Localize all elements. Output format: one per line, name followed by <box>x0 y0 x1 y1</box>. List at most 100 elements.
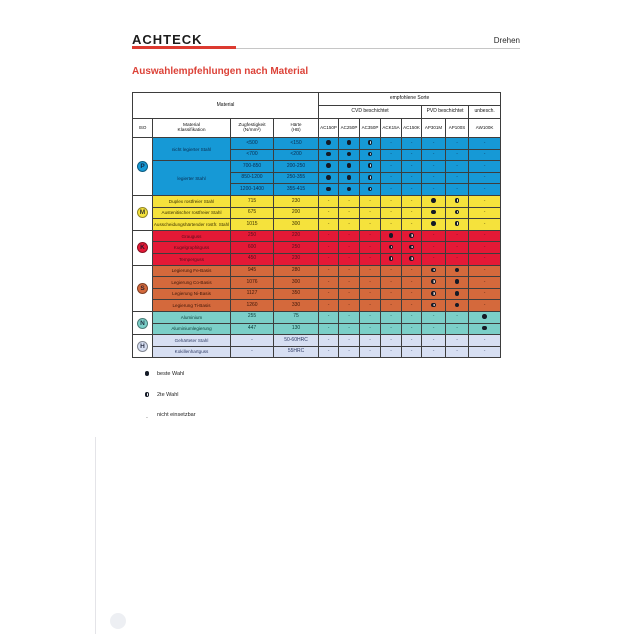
rating-none: - <box>456 232 458 239</box>
rating-cell-AC350P: - <box>359 252 382 266</box>
rating-none: - <box>390 267 392 274</box>
rating-none: - <box>327 325 330 332</box>
iso-cell-P: P <box>132 137 153 196</box>
header-zugfestigkeit: Zugfestigkeit (N/mm²) <box>230 118 274 138</box>
rating-none: - <box>327 301 330 308</box>
rating-cell-AC150P: - <box>318 345 340 359</box>
rating-cell-AC250P <box>338 183 361 196</box>
rating-cell-AP100S <box>445 276 470 289</box>
table-row-K-1: Kugelgraphitguss 600 250- - - - - - <box>133 241 502 254</box>
rating-cell-AP100S: - <box>445 137 470 150</box>
rating-cell-AP100S: - <box>445 183 470 196</box>
rating-cell-AW100K: - <box>468 241 502 254</box>
rating-none: - <box>327 209 330 216</box>
rating-best-icon <box>454 279 460 284</box>
rating-best-icon <box>388 232 394 238</box>
rating-cell-ACK15A: - <box>380 299 403 312</box>
rating-cell-AC250P <box>338 137 361 150</box>
rating-cell-AC150P <box>318 183 340 196</box>
header-grade-AC350P: AC350P <box>359 118 382 138</box>
rating-none: - <box>483 197 486 204</box>
chapter-label: Drehen <box>493 36 520 45</box>
rating-none: - <box>327 243 330 250</box>
rating-cell-AW100K: - <box>468 299 502 312</box>
rating-none: - <box>327 336 330 343</box>
table-row-M-2: Ausscheidungshärtender rostfr. Stahl 1015… <box>133 218 502 231</box>
rating-cell-AP301M: - <box>421 241 447 254</box>
rating-cell-AC150K: - <box>401 322 423 336</box>
rating-none: - <box>410 290 413 297</box>
rating-best-icon <box>326 151 331 157</box>
rating-second-icon <box>367 151 373 157</box>
rating-cell-AW100K: - <box>468 194 502 208</box>
rating-cell-AP100S <box>445 218 470 231</box>
header-coating-group-1: PVD beschichtet <box>421 105 470 119</box>
rating-none: - <box>410 267 413 274</box>
rating-cell-AW100K: - <box>468 334 502 347</box>
rating-none: - <box>410 313 413 320</box>
rating-none: - <box>432 174 435 181</box>
rating-best-icon <box>346 151 352 157</box>
legend-symbol <box>141 365 153 383</box>
zugfestigkeit-cell: - <box>230 345 274 359</box>
rating-none: - <box>483 267 486 274</box>
zugfestigkeit-cell: 1127 <box>230 287 274 301</box>
rating-cell-AC150P: - <box>318 218 340 231</box>
rating-none: - <box>456 174 458 181</box>
material-cell: Grauguss <box>152 229 231 243</box>
rating-best-icon <box>346 140 352 145</box>
rating-cell-AC350P: - <box>359 287 382 301</box>
zugfestigkeit-cell: 1200-1400 <box>230 183 274 196</box>
legend-item-best: beste Wahl <box>141 365 196 383</box>
rating-cell-AP301M <box>421 299 447 312</box>
rating-cell-AC150K: - <box>401 218 423 231</box>
rating-cell-AC150P: - <box>318 276 340 289</box>
header-grade-ACK15A: ACK15A <box>380 118 403 138</box>
iso-badge-P: P <box>137 160 148 172</box>
rating-none: - <box>483 336 486 343</box>
rating-none: - <box>348 267 350 274</box>
rating-none: - <box>483 232 486 239</box>
rating-none: - <box>456 348 458 355</box>
rating-none: - <box>369 220 371 227</box>
rating-cell-AW100K: - <box>468 206 502 220</box>
rating-cell-AC150K: - <box>401 206 423 220</box>
rating-cell-AP301M: - <box>421 229 447 243</box>
rating-cell-AC150P: - <box>318 299 340 312</box>
header-grade-AC250P: AC250P <box>338 118 361 138</box>
rating-none: - <box>348 348 350 355</box>
rating-cell-AP301M: - <box>421 252 447 266</box>
haerte-cell: 250 <box>272 241 320 254</box>
rating-second-icon <box>367 186 373 192</box>
haerte-cell: 200-250 <box>272 160 320 173</box>
rating-best-icon <box>326 175 331 180</box>
zugfestigkeit-cell: 600 <box>230 241 274 254</box>
rating-best-icon <box>346 175 352 180</box>
material-cell: Ausscheidungshärtender rostfr. Stahl <box>152 218 231 231</box>
rating-none: - <box>432 185 435 192</box>
rating-cell-AP100S <box>445 206 470 220</box>
rating-none: - <box>369 301 371 308</box>
rating-cell-AW100K: - <box>468 148 502 162</box>
rating-none: - <box>456 325 458 332</box>
rating-cell-AC150P: - <box>318 194 340 208</box>
rating-none: - <box>348 220 350 227</box>
header-divider <box>132 48 520 49</box>
zugfestigkeit-cell: 715 <box>230 194 274 208</box>
rating-none: - <box>390 151 392 158</box>
rating-cell-AP301M: - <box>421 148 447 162</box>
rating-none: - <box>483 151 486 158</box>
rating-none: - <box>348 336 350 343</box>
rating-cell-AP301M <box>421 194 447 208</box>
rating-none: - <box>410 336 413 343</box>
rating-cell-AC150P: - <box>318 229 340 243</box>
header-grade-AC150P: AC150P <box>318 118 340 138</box>
legend-label: nicht einsetzbar <box>157 412 196 419</box>
haerte-cell: <200 <box>272 148 320 162</box>
rating-none: - <box>410 197 413 204</box>
rating-none: - <box>327 313 330 320</box>
rating-cell-AC150K: - <box>401 310 423 324</box>
rating-best-icon <box>482 325 487 331</box>
rating-cell-AC150P: - <box>318 206 340 220</box>
